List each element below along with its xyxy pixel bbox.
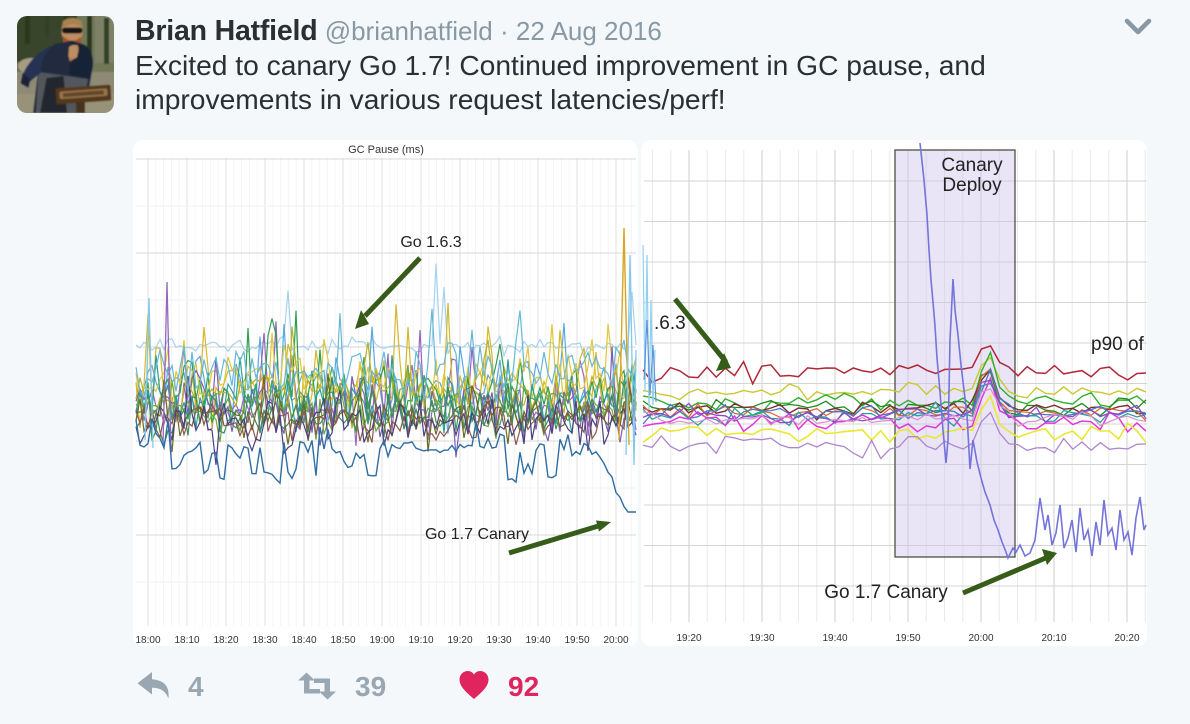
svg-text:20:20: 20:20 — [1114, 633, 1139, 644]
svg-text:19:00: 19:00 — [369, 635, 394, 646]
svg-text:18:40: 18:40 — [291, 635, 316, 646]
svg-text:20:00: 20:00 — [968, 633, 993, 644]
svg-text:19:10: 19:10 — [408, 635, 433, 646]
svg-text:19:30: 19:30 — [749, 633, 774, 644]
svg-text:19:20: 19:20 — [676, 633, 701, 644]
svg-text:20:00: 20:00 — [603, 635, 628, 646]
svg-text:19:20: 19:20 — [447, 635, 472, 646]
svg-text:19:50: 19:50 — [564, 635, 589, 646]
svg-text:19:40: 19:40 — [525, 635, 550, 646]
svg-text:20:10: 20:10 — [1041, 633, 1066, 644]
svg-text:18:00: 18:00 — [135, 635, 160, 646]
svg-text:.6.3: .6.3 — [654, 313, 686, 334]
svg-text:Canary: Canary — [941, 155, 1003, 176]
svg-text:18:10: 18:10 — [174, 635, 199, 646]
svg-text:18:50: 18:50 — [330, 635, 355, 646]
svg-text:Go 1.6.3: Go 1.6.3 — [400, 234, 461, 251]
svg-text:p90 of: p90 of — [1091, 334, 1145, 355]
svg-text:18:20: 18:20 — [213, 635, 238, 646]
svg-text:Deploy: Deploy — [942, 175, 1002, 196]
svg-text:Go 1.7 Canary: Go 1.7 Canary — [824, 582, 948, 603]
svg-text:19:50: 19:50 — [895, 633, 920, 644]
svg-text:Go 1.7 Canary: Go 1.7 Canary — [425, 526, 529, 543]
svg-text:18:30: 18:30 — [252, 635, 277, 646]
svg-text:19:40: 19:40 — [822, 633, 847, 644]
svg-text:19:30: 19:30 — [486, 635, 511, 646]
svg-text:GC Pause (ms): GC Pause (ms) — [348, 144, 424, 156]
